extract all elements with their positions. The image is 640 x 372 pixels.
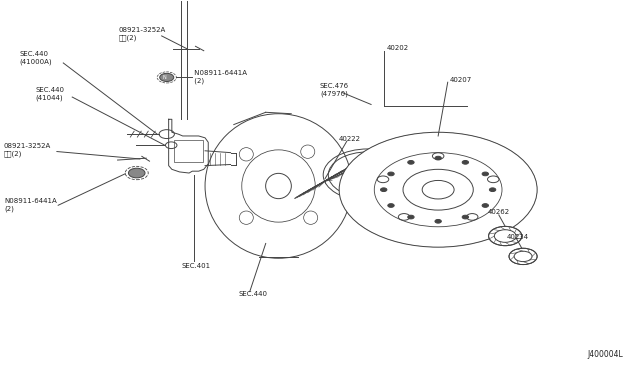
Text: SEC.401: SEC.401: [181, 263, 211, 269]
Text: 40202: 40202: [387, 45, 409, 51]
Text: SEC.476
(47970): SEC.476 (47970): [320, 83, 349, 97]
Text: J400004L: J400004L: [588, 350, 623, 359]
Circle shape: [408, 215, 414, 219]
Text: 40234: 40234: [507, 234, 529, 240]
Text: SEC.440
(41000A): SEC.440 (41000A): [20, 51, 52, 65]
Circle shape: [490, 188, 496, 192]
Circle shape: [482, 203, 488, 207]
Circle shape: [381, 188, 387, 192]
Circle shape: [388, 203, 394, 207]
Circle shape: [509, 248, 537, 264]
Circle shape: [388, 172, 394, 176]
Text: SEC.440
(41044): SEC.440 (41044): [36, 87, 65, 101]
Circle shape: [435, 219, 442, 223]
Circle shape: [488, 227, 522, 246]
Text: N08911-6441A
(2): N08911-6441A (2): [4, 198, 56, 212]
Text: 40222: 40222: [339, 135, 361, 142]
Bar: [174, 140, 203, 162]
Text: 08921-3252A
ピン(2): 08921-3252A ピン(2): [119, 27, 166, 41]
Circle shape: [462, 160, 468, 164]
Text: 08921-3252A
ピン(2): 08921-3252A ピン(2): [4, 142, 51, 157]
Circle shape: [435, 156, 442, 160]
Circle shape: [408, 160, 414, 164]
Circle shape: [462, 215, 468, 219]
Text: N: N: [163, 75, 166, 80]
Circle shape: [339, 132, 537, 247]
Text: 40262: 40262: [487, 209, 509, 215]
Text: N08911-6441A
 (2): N08911-6441A (2): [192, 70, 247, 84]
Circle shape: [129, 168, 145, 178]
Circle shape: [160, 73, 173, 81]
Circle shape: [482, 172, 488, 176]
Text: SEC.440: SEC.440: [239, 291, 268, 297]
Text: 40207: 40207: [450, 77, 472, 83]
